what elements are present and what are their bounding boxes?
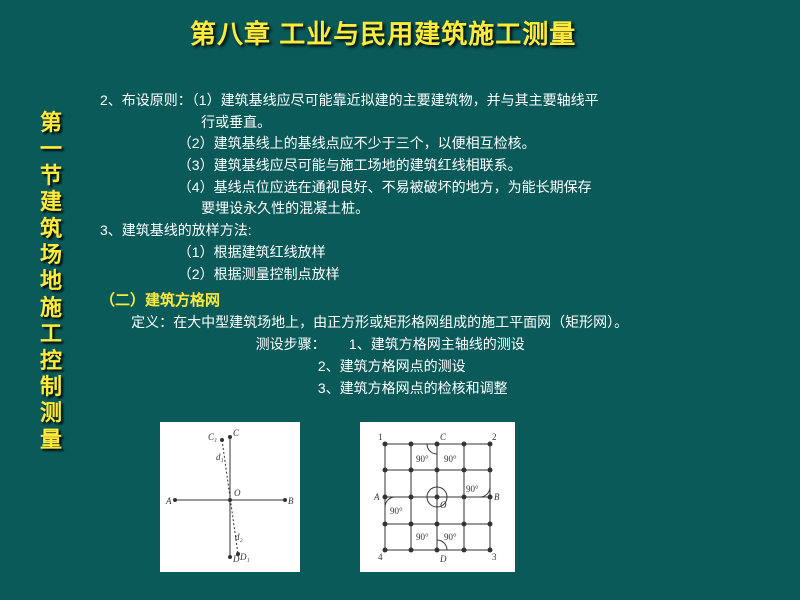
corner-1: 1 xyxy=(378,432,383,442)
text-line: 要埋设永久性的混凝土桩。 xyxy=(100,198,760,220)
angle-90: 90° xyxy=(416,532,429,542)
label-C: C xyxy=(233,428,240,438)
corner-4: 4 xyxy=(378,552,383,562)
diagram-grid: 1 2 3 4 A B C D O 90° 90° 90° 90° 90° 90… xyxy=(360,422,515,572)
text-line: 3、建筑基线的放样方法: xyxy=(100,220,760,242)
text-line: 行或垂直。 xyxy=(100,112,760,134)
label-B: B xyxy=(288,496,294,506)
section-title: 第一节 建筑场地施工控制测量 xyxy=(40,110,66,453)
diagrams-row: A B C D O C₁ D₁ d₁ d₂ xyxy=(160,422,515,572)
label-O: O xyxy=(440,500,447,510)
angle-90: 90° xyxy=(444,532,457,542)
angle-90: 90° xyxy=(466,484,479,494)
subsection-header: （二）建筑方格网 xyxy=(100,289,760,312)
text-line: （1）根据建筑红线放样 xyxy=(100,242,760,264)
text-line: 2、建筑方格网点的测设 xyxy=(100,356,760,378)
text-line: 定义：在大中型建筑场地上，由正方形或矩形格网组成的施工平面网（矩形网）。 xyxy=(100,312,760,334)
label-d2: d₂ xyxy=(235,532,243,542)
text-line: （3）建筑基线应尽可能与施工场地的建筑红线相联系。 xyxy=(100,155,760,177)
corner-3: 3 xyxy=(492,552,497,562)
label-B: B xyxy=(494,492,500,502)
text-line: （2）根据测量控制点放样 xyxy=(100,264,760,286)
text-line: （2）建筑基线上的基线点应不少于三个，以便相互检核。 xyxy=(100,133,760,155)
label-d1: d₁ xyxy=(216,452,224,462)
label-D: D xyxy=(439,554,447,564)
text-line: 2、布设原则：（1）建筑基线应尽可能靠近拟建的主要建筑物，并与其主要轴线平 xyxy=(100,90,760,112)
text-line: 测设步骤： 1、建筑方格网主轴线的测设 xyxy=(100,334,760,356)
chapter-title: 第八章 工业与民用建筑施工测量 xyxy=(190,14,576,51)
text-line: 3、建筑方格网点的检核和调整 xyxy=(100,378,760,400)
corner-2: 2 xyxy=(492,432,497,442)
diagram-baseline: A B C D O C₁ D₁ d₁ d₂ xyxy=(160,422,300,572)
angle-90: 90° xyxy=(390,506,403,516)
text-line: （4）基线点位应选在通视良好、不易被破坏的地方，为能长期保存 xyxy=(100,177,760,199)
label-O: O xyxy=(234,488,241,498)
content-block: 2、布设原则：（1）建筑基线应尽可能靠近拟建的主要建筑物，并与其主要轴线平 行或… xyxy=(100,90,760,399)
label-A: A xyxy=(373,492,380,502)
angle-90: 90° xyxy=(416,454,429,464)
label-D: D xyxy=(232,554,240,564)
label-D1: D₁ xyxy=(239,552,250,562)
label-A: A xyxy=(165,496,172,506)
angle-90: 90° xyxy=(444,454,457,464)
label-C1: C₁ xyxy=(208,432,217,442)
label-C: C xyxy=(440,432,447,442)
